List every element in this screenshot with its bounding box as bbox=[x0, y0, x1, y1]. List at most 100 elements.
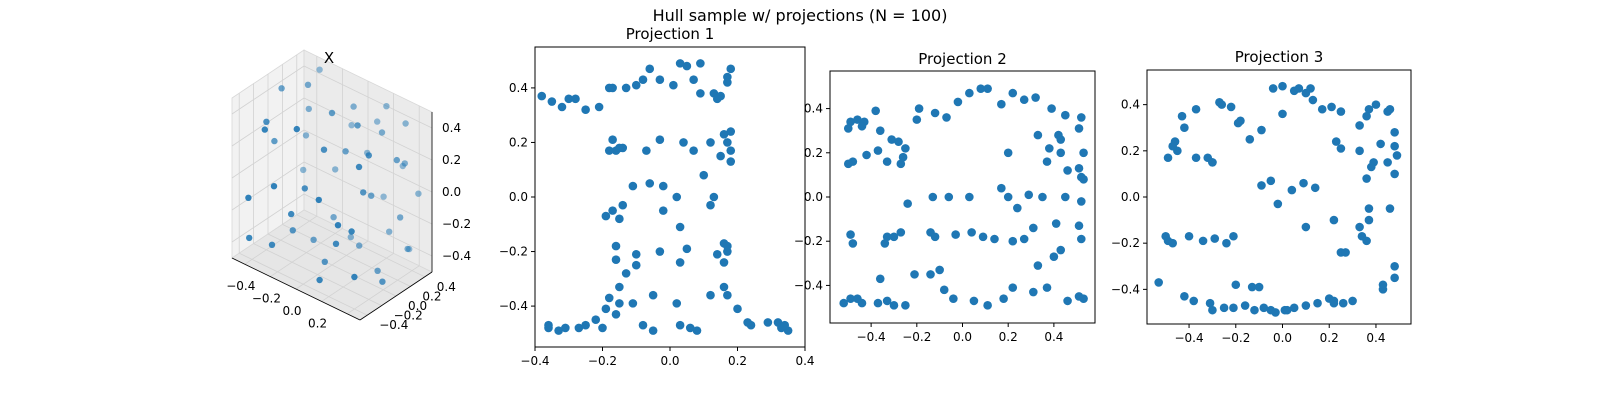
data-point bbox=[1180, 123, 1189, 133]
data-point bbox=[378, 129, 386, 136]
x-tick-label: 0.0 bbox=[282, 304, 301, 318]
data-point bbox=[1033, 261, 1043, 270]
data-point bbox=[615, 282, 624, 292]
data-point bbox=[706, 200, 715, 210]
data-point bbox=[1240, 301, 1250, 310]
y-tick-label: −0.4 bbox=[794, 278, 823, 292]
x-tick-label: 0.2 bbox=[999, 330, 1018, 344]
data-point bbox=[1177, 111, 1187, 121]
data-point bbox=[642, 146, 651, 155]
grid-line bbox=[303, 161, 433, 225]
data-point bbox=[598, 323, 607, 333]
data-point bbox=[302, 132, 310, 139]
data-point bbox=[1313, 298, 1322, 308]
data-point bbox=[733, 304, 742, 314]
data-point bbox=[983, 301, 992, 310]
data-point bbox=[716, 151, 725, 161]
data-point bbox=[415, 190, 422, 197]
data-point bbox=[773, 318, 783, 327]
data-point bbox=[857, 121, 867, 131]
data-point bbox=[723, 138, 732, 147]
x-tick-label: 0.2 bbox=[728, 354, 747, 368]
data-point bbox=[1215, 98, 1224, 107]
data-point bbox=[1210, 234, 1220, 243]
data-point bbox=[601, 304, 611, 314]
data-point bbox=[621, 83, 631, 93]
data-point bbox=[557, 102, 567, 112]
data-point bbox=[1257, 181, 1266, 190]
data-point bbox=[638, 320, 648, 330]
grid-line bbox=[231, 161, 305, 211]
data-point bbox=[743, 318, 752, 327]
data-point bbox=[723, 241, 732, 251]
data-point bbox=[1362, 236, 1371, 246]
data-point bbox=[310, 236, 317, 243]
data-point bbox=[930, 232, 940, 242]
z-tick-label: 0.2 bbox=[442, 153, 461, 167]
data-point bbox=[675, 222, 685, 232]
data-point bbox=[396, 214, 404, 221]
data-point bbox=[1299, 178, 1308, 188]
data-point bbox=[889, 232, 899, 242]
data-point bbox=[669, 80, 678, 90]
data-point bbox=[887, 135, 896, 144]
data-point bbox=[928, 192, 938, 202]
data-point bbox=[712, 249, 722, 259]
axis-line bbox=[359, 271, 433, 321]
data-point bbox=[350, 103, 357, 110]
data-point bbox=[1301, 301, 1311, 310]
data-point bbox=[675, 59, 685, 68]
grid-line bbox=[303, 129, 433, 193]
z-tick-label: −0.4 bbox=[442, 249, 471, 263]
x-tick-label: 0.4 bbox=[1366, 331, 1385, 345]
grid-line bbox=[303, 97, 433, 161]
data-point bbox=[843, 124, 853, 133]
data-point bbox=[1061, 110, 1070, 120]
data-point bbox=[301, 185, 308, 192]
data-point bbox=[873, 298, 883, 308]
data-point bbox=[547, 97, 557, 106]
data-point bbox=[1056, 245, 1066, 255]
data-point bbox=[611, 241, 621, 251]
data-point bbox=[901, 301, 910, 310]
data-point bbox=[1329, 296, 1339, 306]
data-point bbox=[1266, 176, 1276, 186]
y-tick-label: −0.4 bbox=[499, 299, 528, 313]
data-point bbox=[374, 118, 381, 125]
data-point bbox=[1364, 204, 1374, 213]
data-point bbox=[712, 94, 722, 104]
data-point bbox=[1229, 231, 1238, 241]
data-point bbox=[1191, 153, 1201, 163]
data-point bbox=[1266, 305, 1276, 315]
data-point bbox=[658, 181, 668, 191]
data-point bbox=[655, 135, 665, 145]
data-point bbox=[368, 192, 375, 199]
data-point bbox=[1003, 148, 1013, 158]
data-point bbox=[401, 160, 408, 167]
x-tick-label: 0.2 bbox=[308, 316, 327, 330]
data-point bbox=[1079, 148, 1088, 158]
data-point bbox=[1233, 118, 1243, 128]
data-point bbox=[655, 247, 665, 256]
data-point bbox=[1289, 303, 1299, 313]
y-tick-label: −0.2 bbox=[1111, 236, 1140, 250]
data-point bbox=[1364, 104, 1374, 114]
y-tick-label: 0.0 bbox=[804, 190, 823, 204]
data-point bbox=[611, 309, 621, 319]
y-tick-label: 0.2 bbox=[1121, 144, 1140, 158]
data-point bbox=[1198, 236, 1208, 246]
data-point bbox=[1385, 204, 1395, 213]
data-point bbox=[1180, 291, 1189, 301]
data-point bbox=[965, 88, 974, 98]
data-point bbox=[1189, 296, 1199, 306]
projection-2-panel: Projection 2 −0.4 −0.2 0.0 0.2 0.4 −0.4 −0.2 0.0… bbox=[794, 50, 1096, 344]
data-point bbox=[1168, 141, 1177, 151]
data-point bbox=[1366, 162, 1376, 172]
x-tick-label: 0.0 bbox=[953, 330, 972, 344]
data-point bbox=[645, 179, 655, 188]
data-point bbox=[1226, 102, 1236, 112]
data-point bbox=[726, 157, 736, 166]
scatter3d-panel: −0.4−0.20.00.2 −0.4−0.20.00.20.4−0.4−0.20… bbox=[226, 49, 471, 332]
data-point bbox=[615, 299, 624, 308]
data-point bbox=[862, 150, 871, 160]
